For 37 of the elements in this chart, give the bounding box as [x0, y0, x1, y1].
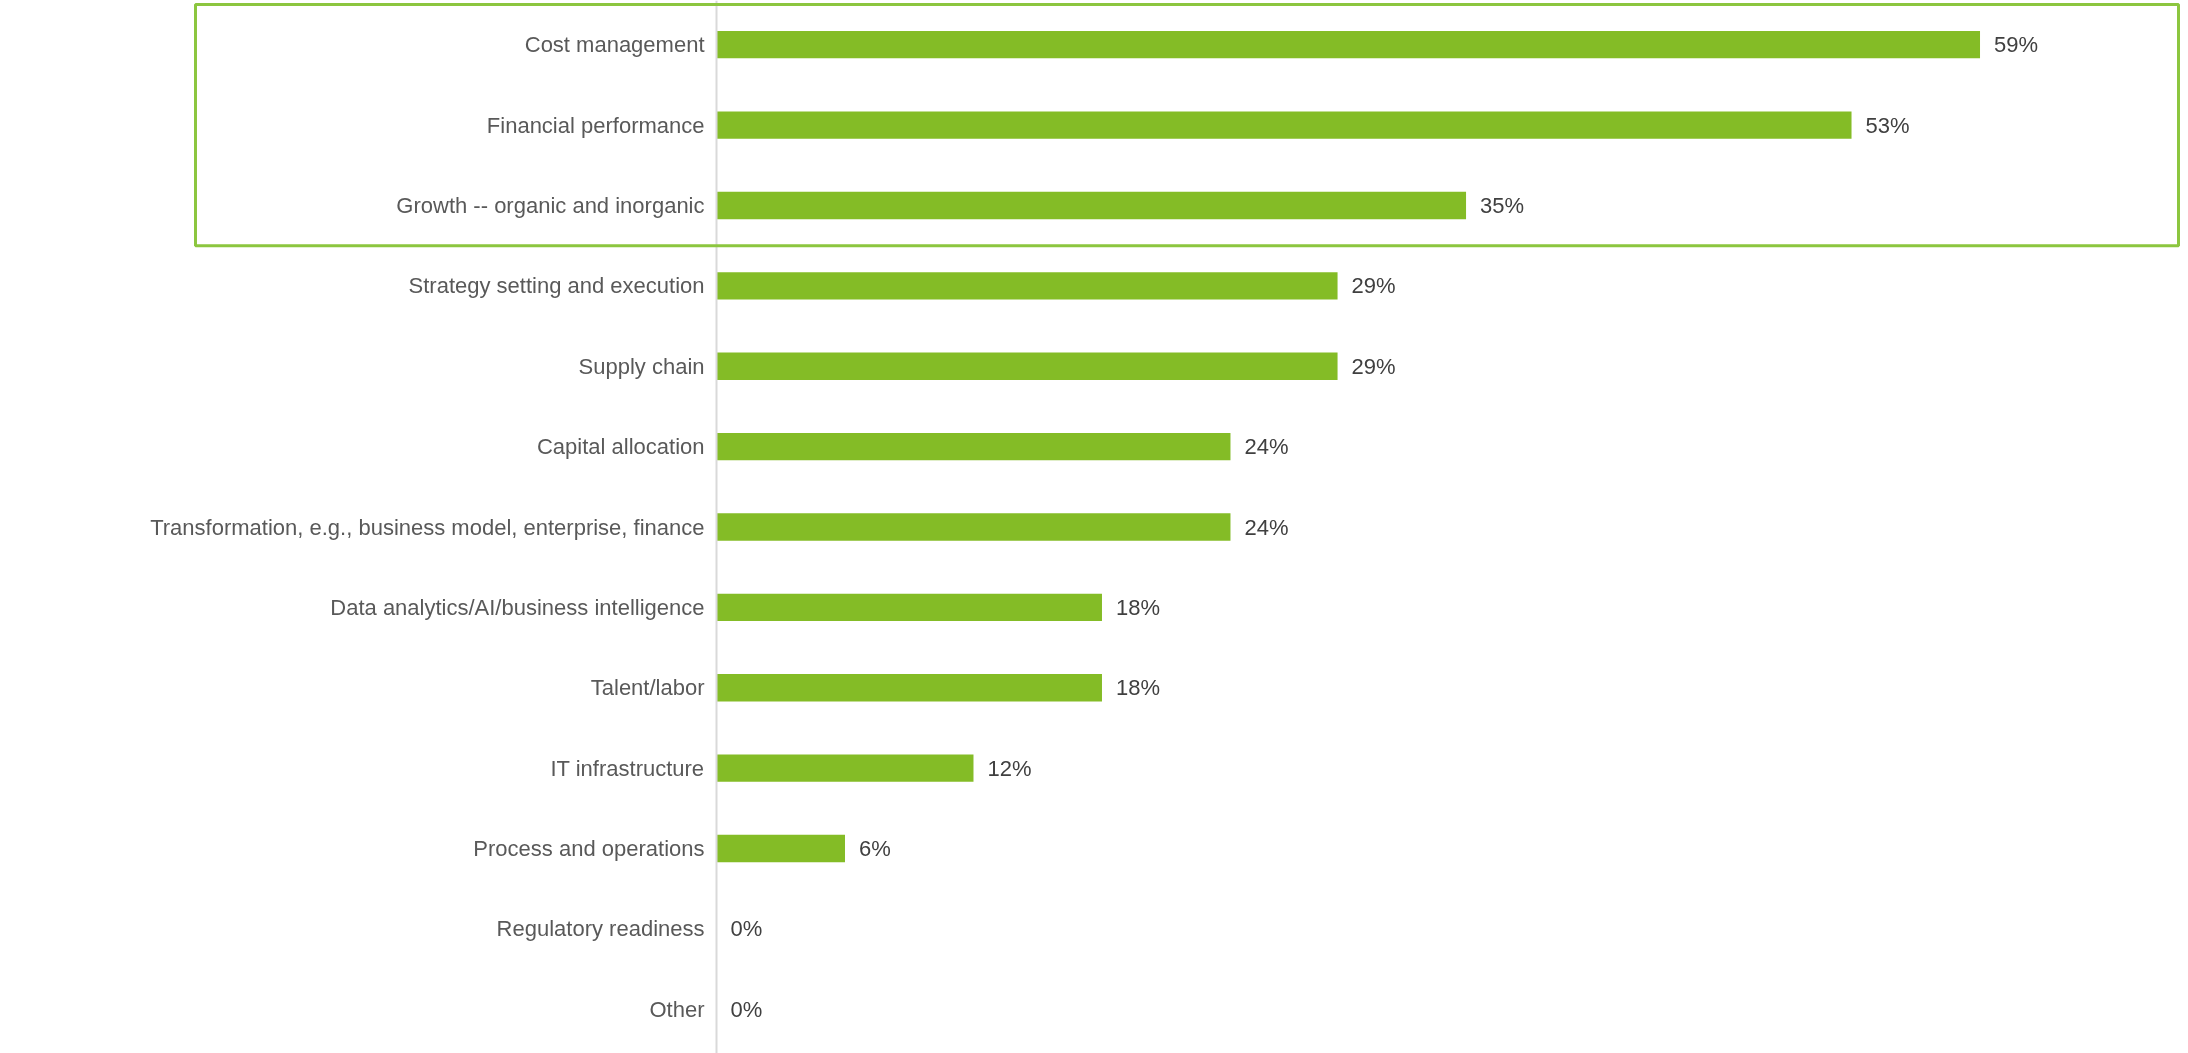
bar: [716, 352, 1338, 380]
data-label: 24%: [1244, 434, 1289, 460]
data-label: 53%: [1865, 112, 1910, 138]
bar: [716, 834, 845, 863]
bar: [716, 31, 1981, 59]
y-tick-label: Transformation, e.g., business model, enterprise, finance: [150, 514, 705, 540]
y-tick-label: Strategy setting and execution: [408, 273, 705, 299]
data-label: 35%: [1480, 192, 1525, 218]
y-tick-label: Process and operations: [473, 836, 705, 862]
y-tick-label: Cost management: [524, 32, 705, 58]
data-label: 0%: [730, 996, 763, 1022]
y-tick-label: Financial performance: [486, 112, 705, 138]
bar: [716, 111, 1852, 139]
y-tick-label: Other: [649, 996, 705, 1022]
bar: [716, 191, 1467, 220]
data-label: 18%: [1115, 594, 1161, 620]
data-label: 29%: [1351, 353, 1396, 379]
y-tick-label: Capital allocation: [536, 434, 705, 460]
bar: [716, 754, 974, 782]
data-label: 59%: [1994, 32, 2039, 58]
data-label: 0%: [730, 916, 763, 942]
y-tick-label: Regulatory readiness: [496, 916, 705, 942]
bar: [716, 593, 1102, 622]
y-tick-label: Supply chain: [578, 353, 705, 379]
bar: [716, 513, 1231, 541]
y-tick-label: Growth -- organic and inorganic: [396, 192, 705, 218]
bar: [716, 674, 1102, 702]
data-label: 12%: [987, 755, 1032, 781]
y-tick-label: IT infrastructure: [550, 755, 705, 781]
bar: [716, 432, 1231, 461]
y-tick-label: Data analytics/AI/business intelligence: [330, 594, 705, 620]
y-tick-label: Talent/labor: [590, 675, 705, 701]
data-label: 6%: [858, 836, 891, 862]
data-label: 24%: [1244, 514, 1289, 540]
data-label: 29%: [1351, 273, 1396, 299]
bar: [716, 272, 1338, 300]
data-label: 18%: [1115, 675, 1161, 701]
